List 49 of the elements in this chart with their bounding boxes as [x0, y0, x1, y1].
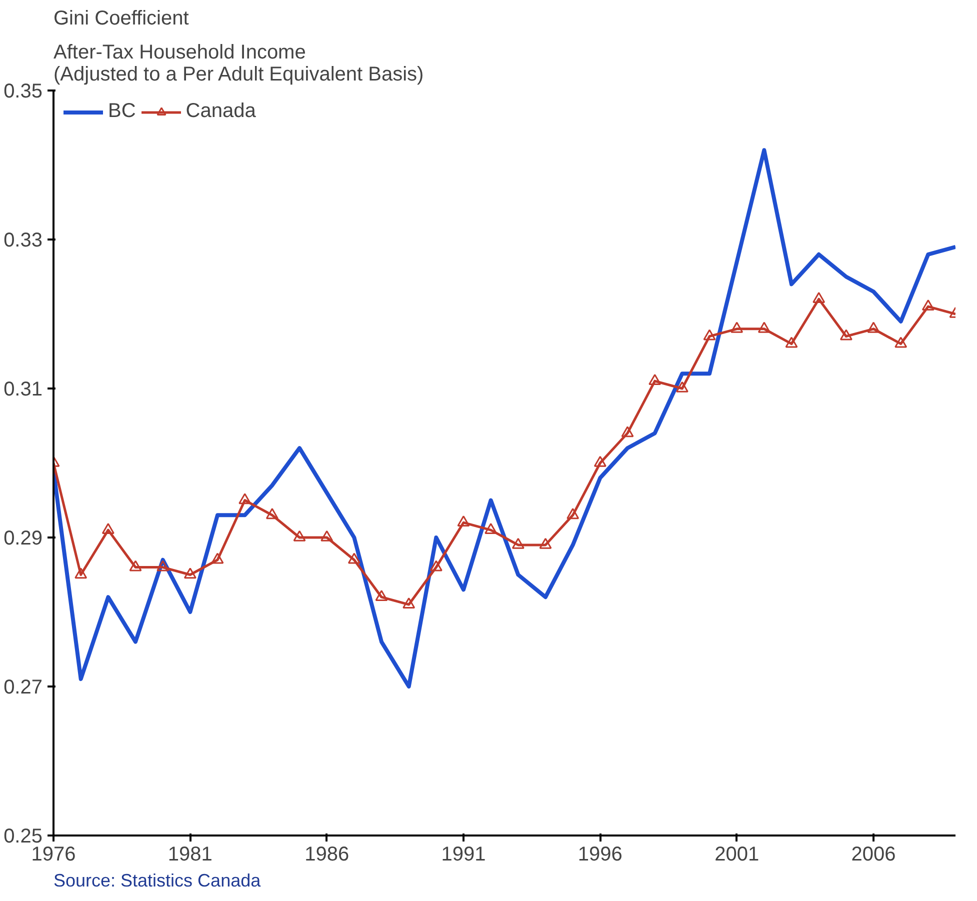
x-tick-label: 2006: [851, 844, 896, 866]
point: [730, 322, 744, 333]
point: [867, 322, 880, 333]
point: [74, 568, 88, 579]
point: [676, 381, 688, 392]
point: [129, 560, 142, 572]
x-tick-label: 1986: [304, 844, 350, 866]
point: [293, 530, 306, 542]
point: [102, 522, 114, 534]
x-tick-label: 1981: [168, 844, 212, 866]
point: [184, 568, 196, 579]
chart-title: Gini Coefficient: [54, 8, 190, 30]
point: [840, 329, 852, 340]
point: [348, 552, 360, 564]
source-note: Source: Statistics Canada: [54, 870, 262, 890]
point: [648, 374, 662, 385]
point: [156, 560, 170, 572]
x-tick-label: 2001: [714, 844, 760, 866]
line-series: [54, 148, 956, 688]
point: [758, 322, 770, 333]
point: [266, 508, 278, 520]
legend-label: Canada: [186, 100, 256, 123]
point: [375, 590, 388, 602]
point: [484, 522, 498, 534]
point: [812, 292, 826, 304]
point: [211, 552, 224, 564]
point: [238, 493, 252, 504]
point: [457, 516, 470, 527]
point: [922, 299, 934, 310]
legend-label: BC: [108, 100, 136, 123]
point: [320, 530, 334, 542]
point: [621, 426, 634, 438]
y-tick-label: 0.27: [4, 676, 43, 698]
point: [512, 538, 524, 549]
y-tick-label: 0.35: [4, 80, 43, 102]
y-tick-label: 0.31: [4, 378, 43, 400]
chart-subtitle: After-Tax Household Income (Adjusted to a Per Adult Equivalent Basis): [54, 42, 424, 86]
point: [566, 508, 580, 520]
point: [894, 336, 908, 348]
x-tick-label: 1996: [578, 844, 622, 866]
point: [402, 597, 416, 608]
y-tick-label: 0.29: [4, 528, 43, 550]
point: [785, 336, 798, 348]
x-tick-label: 1991: [441, 844, 486, 866]
y-tick-label: 0.33: [4, 230, 43, 252]
point: [594, 456, 606, 467]
point: [430, 560, 442, 572]
point: [703, 329, 716, 340]
point: [539, 538, 552, 549]
